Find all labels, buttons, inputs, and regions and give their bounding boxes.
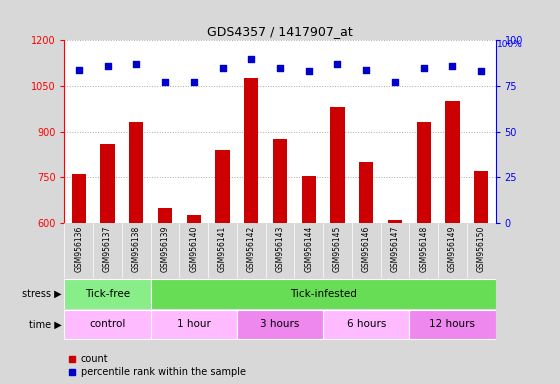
Text: GSM956137: GSM956137	[103, 225, 112, 272]
Text: GSM956144: GSM956144	[304, 225, 313, 272]
Text: control: control	[90, 319, 125, 329]
Point	[333, 61, 342, 67]
Point	[362, 66, 371, 73]
Text: GSM956141: GSM956141	[218, 225, 227, 272]
Text: stress ▶: stress ▶	[22, 289, 62, 299]
Bar	[244, 78, 259, 223]
Bar	[474, 171, 488, 223]
Text: GSM956150: GSM956150	[477, 225, 486, 272]
Text: GSM956146: GSM956146	[362, 225, 371, 272]
Point	[390, 79, 399, 85]
Text: 1 hour: 1 hour	[177, 319, 211, 329]
Text: GSM956148: GSM956148	[419, 225, 428, 272]
Bar	[388, 220, 402, 223]
Point	[477, 68, 486, 74]
Text: GDS4357 / 1417907_at: GDS4357 / 1417907_at	[207, 25, 353, 38]
Point	[247, 56, 256, 62]
Bar	[151, 279, 496, 308]
Text: GSM956147: GSM956147	[390, 225, 399, 272]
Point	[218, 65, 227, 71]
Point	[161, 79, 170, 85]
Bar	[330, 107, 345, 223]
Bar	[151, 310, 237, 339]
Point	[448, 63, 457, 69]
Text: 12 hours: 12 hours	[430, 319, 475, 329]
Point	[276, 65, 284, 71]
Text: Tick-free: Tick-free	[85, 289, 130, 299]
Bar	[445, 101, 460, 223]
Bar	[129, 122, 143, 223]
Legend: count, percentile rank within the sample: count, percentile rank within the sample	[64, 351, 250, 381]
Point	[132, 61, 141, 67]
Bar	[186, 215, 201, 223]
Bar	[323, 310, 409, 339]
Bar	[64, 310, 151, 339]
Point	[103, 63, 112, 69]
Bar	[237, 310, 323, 339]
Text: 3 hours: 3 hours	[260, 319, 300, 329]
Text: time ▶: time ▶	[29, 319, 62, 329]
Bar	[273, 139, 287, 223]
Text: 100%: 100%	[497, 40, 522, 49]
Bar	[302, 175, 316, 223]
Text: GSM956142: GSM956142	[247, 225, 256, 272]
Point	[74, 66, 83, 73]
Bar	[359, 162, 374, 223]
Point	[189, 79, 198, 85]
Bar	[417, 122, 431, 223]
Text: GSM956138: GSM956138	[132, 225, 141, 272]
Text: GSM956149: GSM956149	[448, 225, 457, 272]
Text: 6 hours: 6 hours	[347, 319, 386, 329]
Text: Tick-infested: Tick-infested	[290, 289, 357, 299]
Bar	[72, 174, 86, 223]
Text: GSM956143: GSM956143	[276, 225, 284, 272]
Bar	[409, 310, 496, 339]
Text: GSM956140: GSM956140	[189, 225, 198, 272]
Bar	[158, 207, 172, 223]
Bar	[215, 150, 230, 223]
Text: GSM956145: GSM956145	[333, 225, 342, 272]
Bar	[100, 144, 115, 223]
Point	[304, 68, 313, 74]
Bar	[64, 279, 151, 308]
Text: GSM956139: GSM956139	[161, 225, 170, 272]
Text: GSM956136: GSM956136	[74, 225, 83, 272]
Point	[419, 65, 428, 71]
